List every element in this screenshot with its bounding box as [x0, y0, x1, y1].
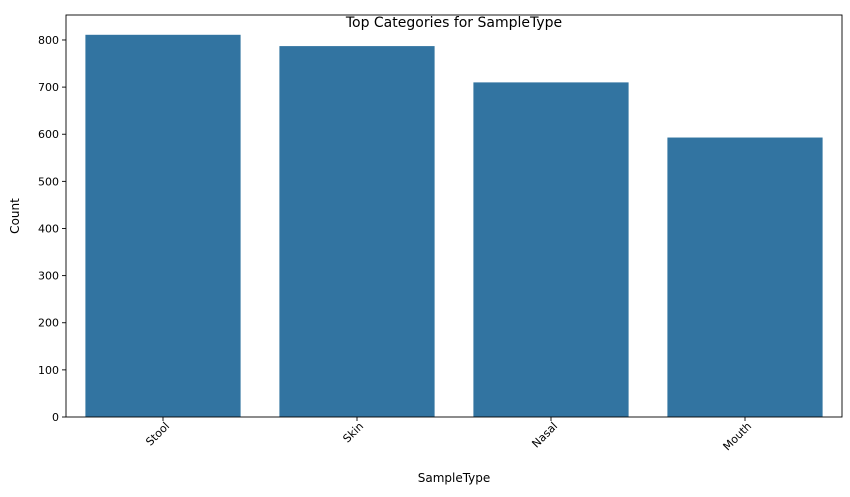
y-tick-label: 300	[38, 270, 59, 283]
y-tick-label: 0	[52, 411, 59, 424]
y-tick-label: 400	[38, 222, 59, 235]
bars-group	[85, 34, 823, 418]
y-tick-label: 800	[38, 34, 59, 47]
chart-title: Top Categories for SampleType	[345, 15, 562, 31]
x-axis-label: SampleType	[418, 471, 491, 485]
bar-skin	[279, 46, 435, 417]
y-tick-label: 100	[38, 364, 59, 377]
y-axis: 0 100 200 300 400 500 600 700 800	[38, 34, 66, 424]
plot-frame	[65, 14, 843, 418]
y-axis-label: Count	[8, 198, 22, 234]
y-tick-label: 200	[38, 317, 59, 330]
bar-mouth	[667, 137, 823, 418]
y-tick-label: 700	[38, 81, 59, 94]
y-tick-label: 500	[38, 175, 59, 188]
bar-nasal	[473, 82, 629, 417]
y-tick-label: 600	[38, 128, 59, 141]
bar-stool	[85, 34, 241, 417]
